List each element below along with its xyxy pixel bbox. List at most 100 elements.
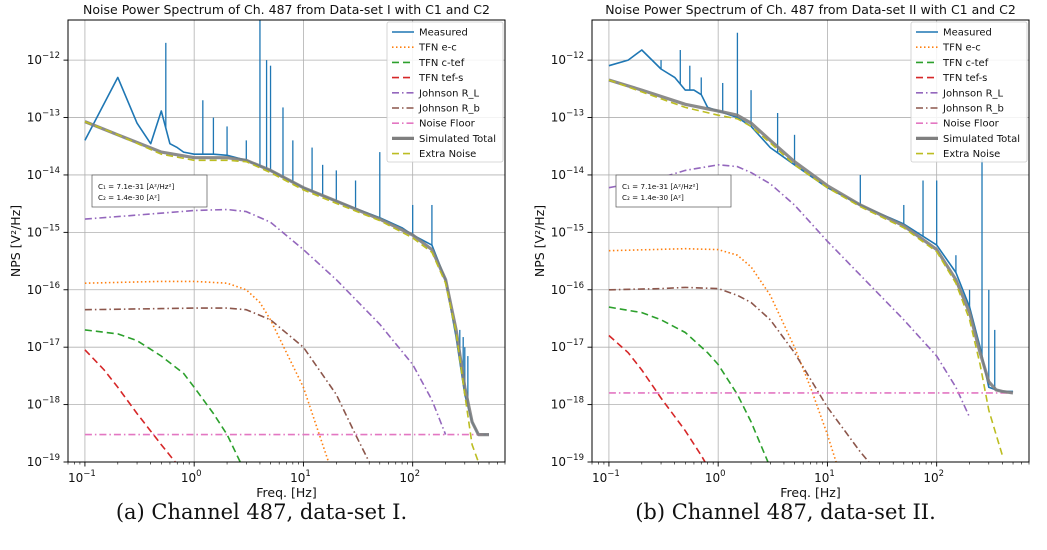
x-tick-label-exponent: 1 bbox=[305, 469, 310, 479]
y-tick-label: 10−13 bbox=[27, 109, 60, 125]
legend: Measured TFN e-c TFN c-tef TFN tef-s Johnson… bbox=[910, 21, 1028, 163]
x-tick-label: 101 bbox=[814, 469, 835, 485]
x-tick-label-exponent: 1 bbox=[829, 469, 834, 479]
y-tick-label: 10−17 bbox=[551, 338, 584, 354]
x-tick-label: 10−1 bbox=[68, 469, 96, 485]
y-tick-label-base: 10 bbox=[551, 398, 566, 412]
x-tick-label: 100 bbox=[705, 469, 726, 485]
y-tick-label-base: 10 bbox=[551, 455, 566, 469]
y-tick-label-exponent: −15 bbox=[566, 223, 584, 233]
x-tick-label-exponent: −1 bbox=[83, 469, 96, 479]
chart-caption-b: (b) Channel 487, data-set II. bbox=[635, 500, 936, 524]
chart-caption-a: (a) Channel 487, data-set I. bbox=[115, 500, 408, 524]
series-group bbox=[84, 20, 489, 462]
x-axis-label: Freq. [Hz] bbox=[780, 485, 840, 500]
x-tick-label: 102 bbox=[399, 469, 420, 485]
series-line-5 bbox=[608, 286, 870, 462]
chart-title: Noise Power Spectrum of Ch. 487 from Dat… bbox=[605, 2, 1016, 17]
y-tick-label: 10−16 bbox=[551, 281, 584, 297]
y-tick-label: 10−12 bbox=[551, 51, 584, 67]
x-tick-label-base: 10 bbox=[923, 471, 938, 485]
x-tick-label-exponent: 0 bbox=[196, 469, 201, 479]
y-tick-label-base: 10 bbox=[27, 455, 42, 469]
legend: Measured TFN e-c TFN c-tef TFN tef-s Johnson… bbox=[386, 21, 504, 163]
x-tick-label-base: 10 bbox=[290, 471, 305, 485]
annotation-frame bbox=[91, 174, 208, 208]
annotation-line: C₂ = 1.4e-30 [A²] bbox=[622, 193, 684, 202]
legend-label: TFN tef-s bbox=[942, 73, 987, 84]
y-tick-label: 10−15 bbox=[27, 223, 60, 239]
x-tick-label: 100 bbox=[181, 469, 202, 485]
legend-label: Johnson R_L bbox=[942, 88, 1004, 99]
legend-label: Johnson R_L bbox=[418, 88, 480, 99]
series-line-1 bbox=[608, 247, 837, 462]
y-tick-label: 10−16 bbox=[27, 281, 60, 297]
series-line-8 bbox=[608, 79, 1004, 456]
series-line-3 bbox=[608, 334, 706, 462]
series-line-2 bbox=[84, 329, 242, 462]
plot-frame bbox=[591, 19, 1030, 463]
y-tick-label-base: 10 bbox=[27, 398, 42, 412]
annotation-line: C₁ = 7.1e-31 [A²/Hz²] bbox=[622, 182, 698, 191]
y-tick-label-exponent: −18 bbox=[42, 396, 60, 406]
y-tick-label-base: 10 bbox=[551, 111, 566, 125]
legend-label: TFN tef-s bbox=[418, 73, 463, 84]
legend-label: Noise Floor bbox=[943, 119, 1000, 130]
y-tick-label-exponent: −13 bbox=[566, 109, 584, 119]
y-tick-label-exponent: −14 bbox=[42, 166, 60, 176]
legend-label: Johnson R_b bbox=[942, 104, 1004, 115]
y-tick-label-base: 10 bbox=[27, 168, 42, 182]
y-tick-label-exponent: −16 bbox=[566, 281, 584, 291]
x-axis-label: Freq. [Hz] bbox=[256, 485, 316, 500]
y-axis-label: NPS [V²/Hz] bbox=[532, 205, 547, 277]
series-line-1 bbox=[84, 280, 330, 462]
plot-frame bbox=[67, 19, 506, 463]
y-tick-label-base: 10 bbox=[27, 340, 42, 354]
y-tick-label-base: 10 bbox=[27, 283, 42, 297]
minor-ticks bbox=[67, 462, 506, 465]
y-tick-label: 10−14 bbox=[551, 166, 584, 182]
series-line-4 bbox=[608, 164, 971, 418]
y-tick-label-base: 10 bbox=[551, 225, 566, 239]
legend-label: TFN c-tef bbox=[942, 58, 989, 69]
x-tick-label: 10−1 bbox=[592, 469, 620, 485]
x-tick-label-exponent: 2 bbox=[939, 469, 944, 479]
chart-a: Noise Power Spectrum of Ch. 487 from Dat… bbox=[8, 2, 506, 500]
y-tick-label-base: 10 bbox=[551, 53, 566, 67]
chart-b: Noise Power Spectrum of Ch. 487 from Dat… bbox=[532, 2, 1030, 500]
series-line-7 bbox=[608, 78, 1014, 395]
y-tick-label: 10−19 bbox=[551, 453, 584, 469]
annotation-box: C₁ = 7.1e-31 [A²/Hz²] C₂ = 1.4e-30 [A²] bbox=[91, 174, 208, 208]
y-tick-label: 10−14 bbox=[27, 166, 60, 182]
x-tick-label-base: 10 bbox=[181, 471, 196, 485]
annotation-frame bbox=[615, 174, 732, 208]
legend-label: Measured bbox=[943, 28, 992, 39]
legend-label: TFN e-c bbox=[942, 43, 981, 54]
y-tick-label-exponent: −12 bbox=[42, 51, 60, 61]
x-tick-label: 102 bbox=[923, 469, 944, 485]
y-tick-label-exponent: −12 bbox=[566, 51, 584, 61]
y-tick-label-base: 10 bbox=[27, 53, 42, 67]
x-tick-label-base: 10 bbox=[68, 471, 83, 485]
y-tick-label-base: 10 bbox=[551, 340, 566, 354]
chart-title: Noise Power Spectrum of Ch. 487 from Dat… bbox=[83, 2, 490, 17]
x-tick-label-exponent: −1 bbox=[607, 469, 620, 479]
series-group bbox=[608, 32, 1014, 462]
y-tick-label-base: 10 bbox=[551, 283, 566, 297]
legend-label: Noise Floor bbox=[419, 119, 476, 130]
y-tick-label: 10−15 bbox=[551, 223, 584, 239]
chart-panel-a: Noise Power Spectrum of Ch. 487 from Dat… bbox=[0, 0, 523, 550]
legend-label: Johnson R_b bbox=[418, 104, 480, 115]
series-line-2 bbox=[608, 306, 769, 462]
y-tick-label-exponent: −18 bbox=[566, 396, 584, 406]
x-tick-label-base: 10 bbox=[592, 471, 607, 485]
annotation-box: C₁ = 7.1e-31 [A²/Hz²] C₂ = 1.4e-30 [A²] bbox=[615, 174, 732, 208]
legend-label: Extra Noise bbox=[419, 149, 476, 160]
y-tick-label-exponent: −19 bbox=[566, 453, 584, 463]
y-tick-label: 10−17 bbox=[27, 338, 60, 354]
series-line-5 bbox=[84, 307, 371, 462]
y-tick-label: 10−19 bbox=[27, 453, 60, 469]
annotation-line: C₁ = 7.1e-31 [A²/Hz²] bbox=[98, 182, 174, 191]
y-tick-label-base: 10 bbox=[27, 111, 42, 125]
x-tick-label-base: 10 bbox=[399, 471, 414, 485]
